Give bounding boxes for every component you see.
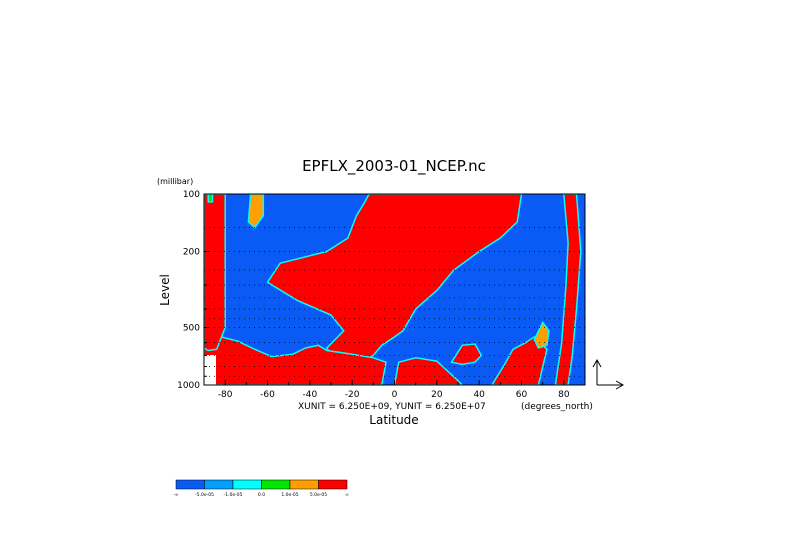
plot-area (203, 193, 586, 386)
heatmap-region-1 (204, 336, 387, 385)
legend-swatch (261, 479, 291, 490)
color-legend: -∞ -5.0e-05 -1.0e-05 0.0 1.0e-05 5.0e-05 ∞ (173, 479, 349, 498)
legend-label: 1.0e-05 (281, 492, 298, 498)
heatmap-region-3 (393, 357, 464, 385)
legend-label: -5.0e-05 (195, 492, 214, 498)
gridlines (204, 227, 585, 377)
vector-reference-arrows-icon (592, 358, 625, 390)
legend-label: 0.0 (258, 492, 265, 498)
legend-swatch (175, 479, 205, 490)
unit-note: XUNIT = 6.250E+09, YUNIT = 6.250E+07 (298, 402, 486, 412)
legend-label: ∞ (345, 493, 349, 498)
y-unit-label: (millibar) (157, 177, 193, 186)
chart-title: EPFLX_2003-01_NCEP.nc (302, 157, 486, 176)
legend-swatch (204, 479, 234, 490)
x-axis: -80 -60 -40 -20 0 20 40 60 80 (203, 380, 586, 400)
heatmap-region-2 (204, 194, 226, 352)
legend-label: 5.0e-05 (310, 492, 327, 498)
legend-label: -∞ (173, 493, 179, 498)
x-unit-label: (degrees_north) (521, 402, 593, 412)
legend-swatch (318, 479, 348, 490)
x-axis-title: Latitude (369, 413, 418, 427)
x-tick-label: -20 (345, 390, 360, 400)
heatmap-region-6 (554, 194, 582, 385)
y-tick-label: 1000 (177, 381, 200, 391)
heatmap-regions (204, 194, 582, 385)
x-tick-label: 80 (558, 390, 570, 400)
y-axis: 100 200 500 1000 (177, 190, 209, 391)
x-tick-label: 20 (431, 390, 443, 400)
x-tick-label: -80 (218, 390, 233, 400)
heatmap-region-7 (247, 194, 265, 229)
y-axis-title: Level (158, 274, 172, 306)
missing-data-patch (204, 355, 216, 385)
legend-swatch (289, 479, 319, 490)
y-tick-label: 100 (183, 190, 200, 200)
heatmap-region-8 (533, 320, 550, 349)
x-tick-label: -60 (260, 390, 275, 400)
heatmap-region-5 (491, 335, 548, 385)
legend-swatch (232, 479, 262, 490)
legend-label: -1.0e-05 (224, 492, 243, 498)
heatmap-region-4 (450, 343, 483, 366)
x-tick-label: 60 (516, 390, 528, 400)
x-tick-label: -40 (302, 390, 317, 400)
y-tick-label: 200 (183, 247, 200, 257)
y-tick-label: 500 (183, 324, 200, 334)
x-tick-label: 0 (392, 390, 398, 400)
x-tick-label: 40 (473, 390, 485, 400)
heatmap-region-9 (207, 194, 214, 203)
